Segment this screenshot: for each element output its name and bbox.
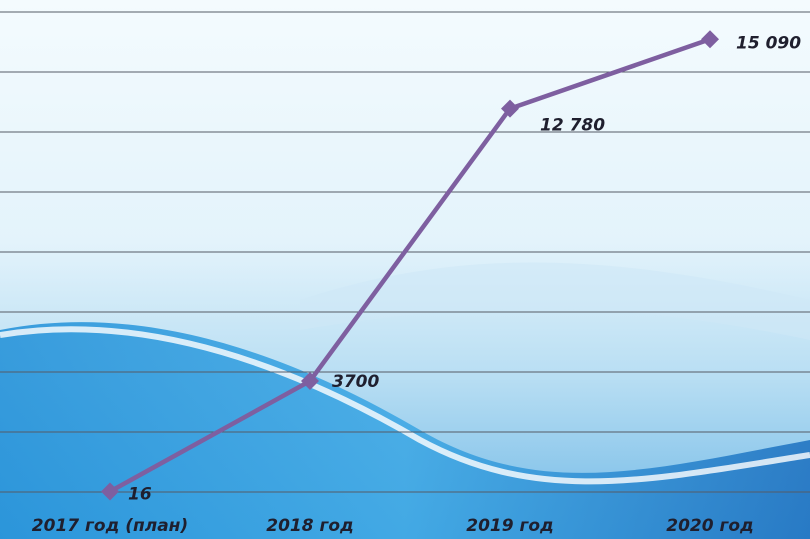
- x-tick-label: 2017 год (план): [32, 516, 188, 536]
- data-point: [301, 372, 319, 390]
- x-tick-label: 2020 год: [666, 516, 754, 536]
- data-label: 16: [128, 485, 152, 505]
- x-tick-label: 2018 год: [266, 516, 354, 536]
- data-point: [701, 30, 719, 49]
- data-line: [108, 37, 711, 494]
- data-label: 3700: [332, 372, 379, 392]
- data-label: 15 090: [736, 33, 801, 53]
- data-point: [501, 99, 519, 118]
- data-label: 12 780: [540, 116, 605, 136]
- x-tick-label: 2019 год: [466, 516, 554, 536]
- background-wave: [300, 262, 810, 340]
- background-wave-highlight: [0, 326, 810, 485]
- data-point: [101, 482, 119, 501]
